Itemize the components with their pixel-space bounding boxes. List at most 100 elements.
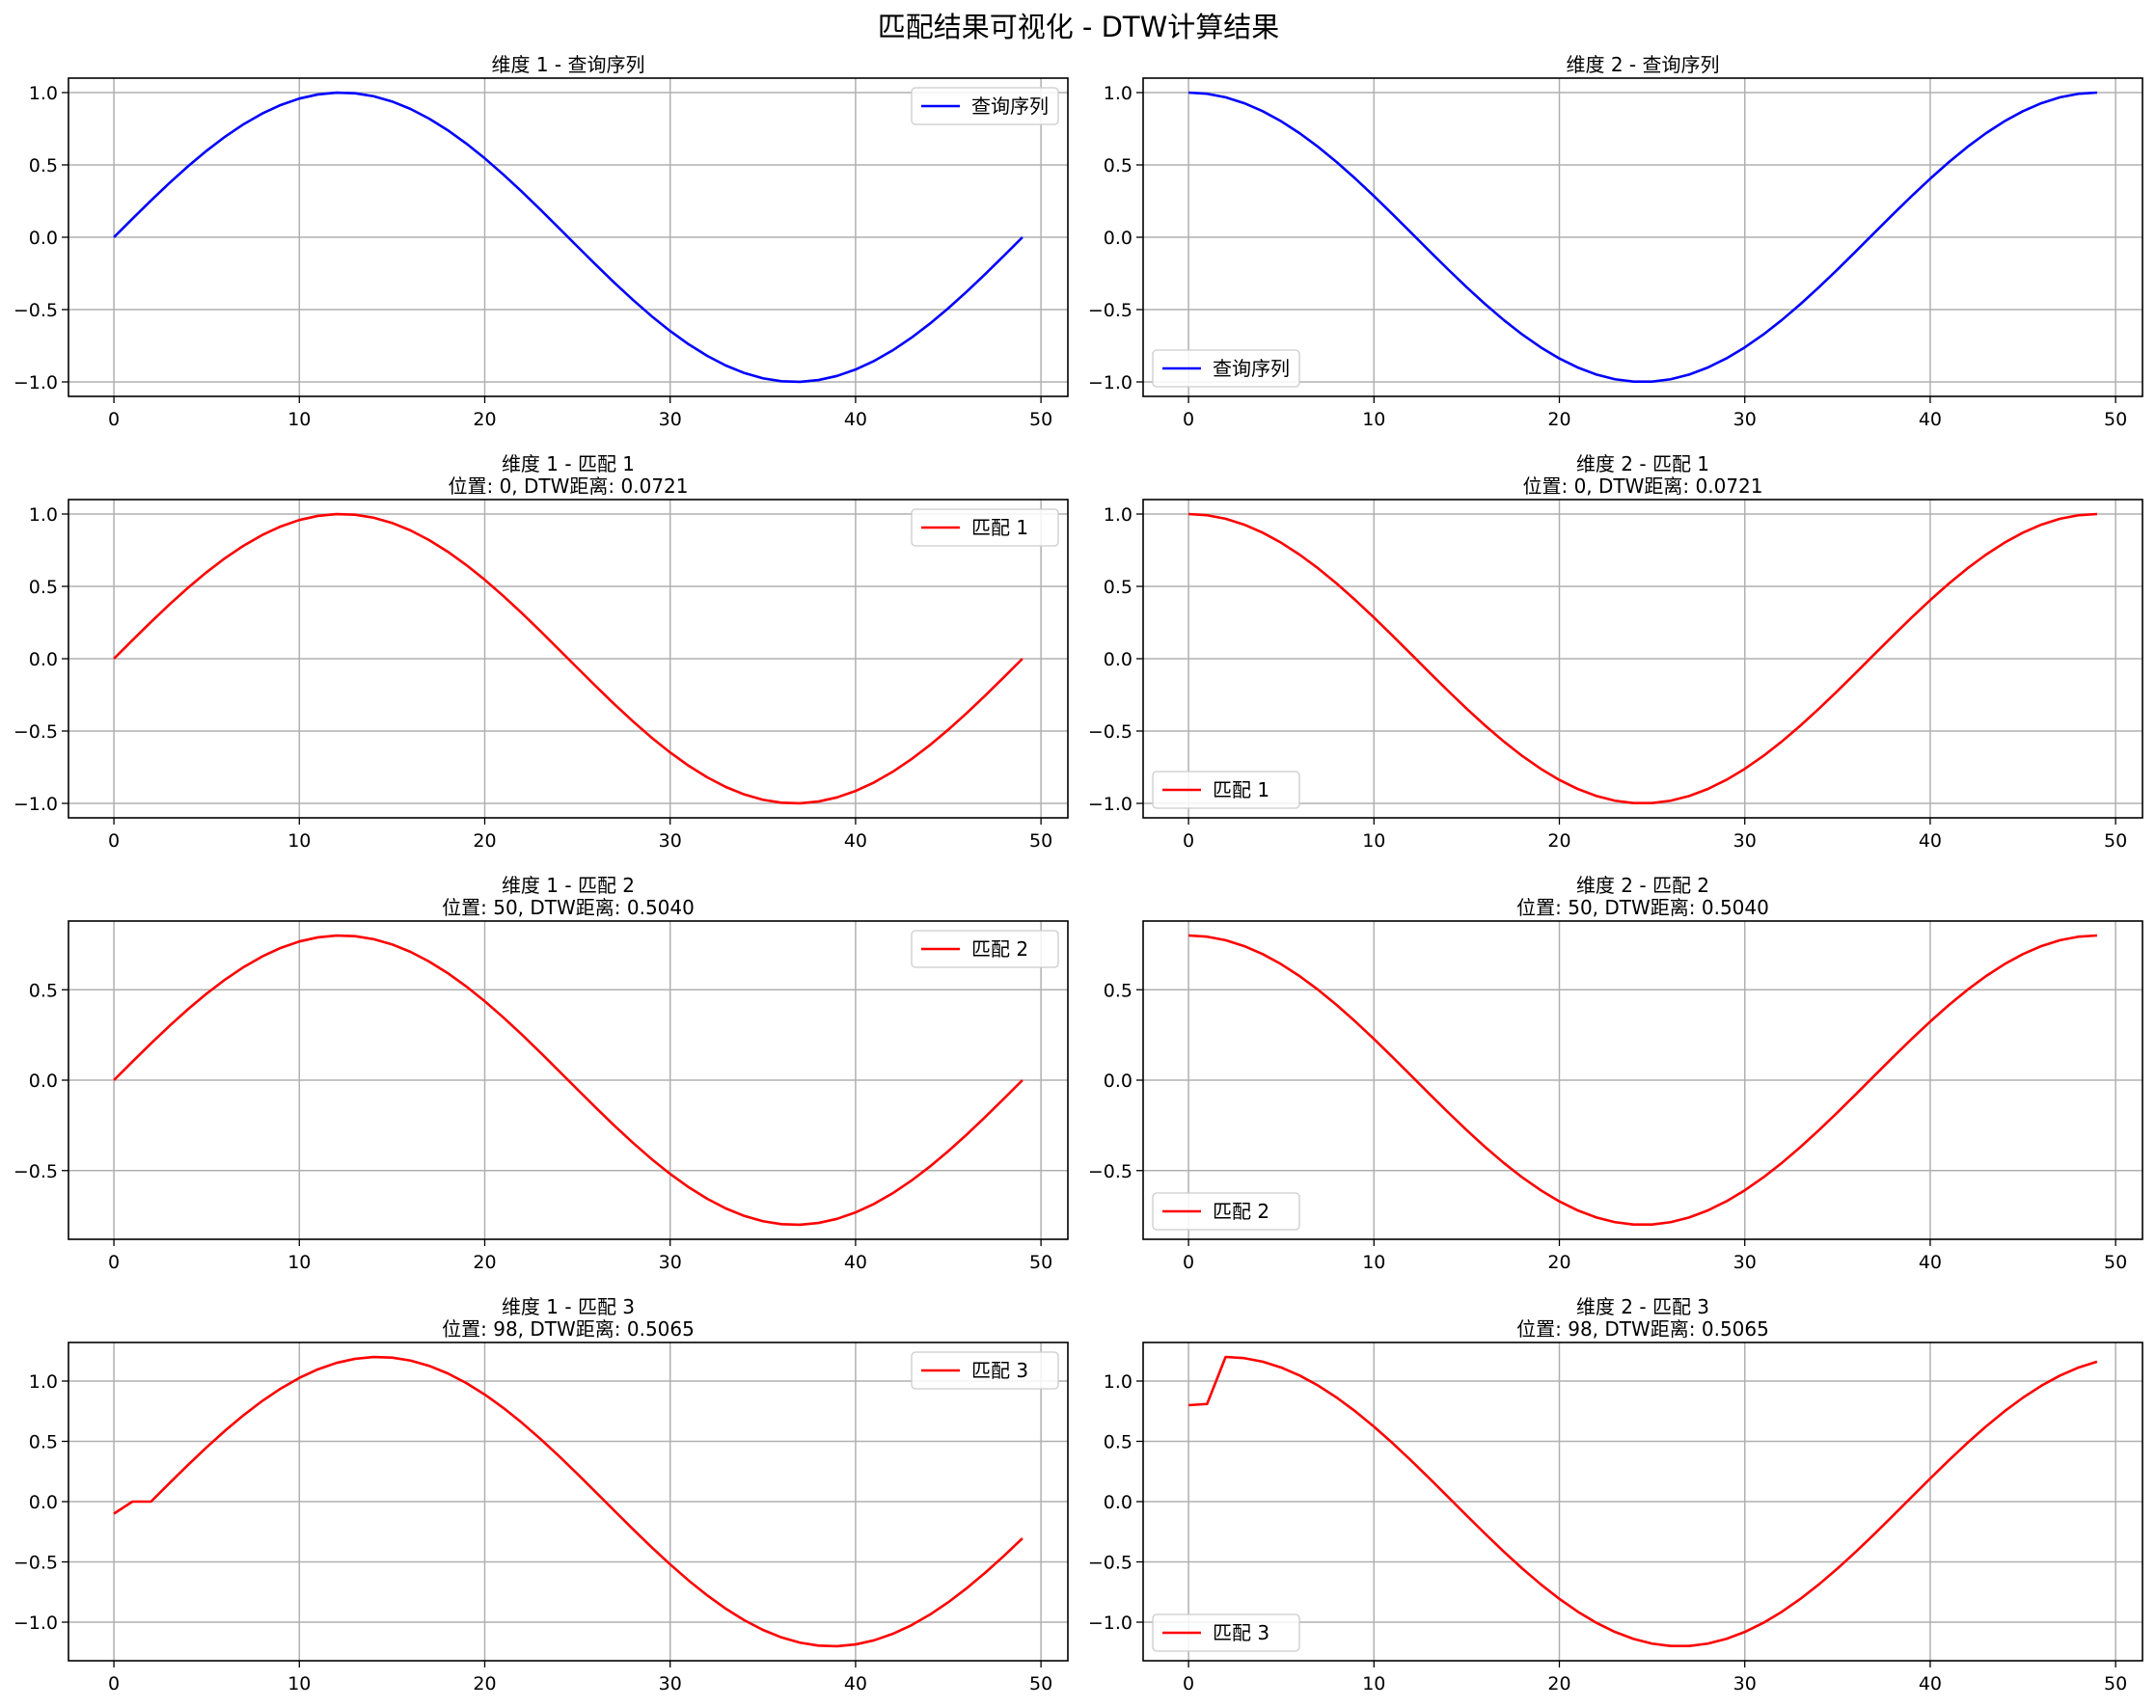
x-tick-label: 30: [1733, 1252, 1757, 1273]
y-tick-label: −0.5: [1088, 721, 1133, 743]
y-tick-label: −0.5: [14, 1553, 58, 1574]
x-tick-label: 30: [659, 409, 682, 430]
x-tick-label: 40: [844, 1252, 867, 1273]
subplot-8: 维度 2 - 匹配 3位置: 98, DTW距离: 0.5065 0 10 20 30 4…: [1088, 1295, 2143, 1694]
subplot-subtitle: 位置: 50, DTW距离: 0.5040: [442, 896, 695, 919]
subplot-title: 维度 2 - 查询序列: [1566, 53, 1719, 76]
y-tick-label: −0.5: [14, 300, 58, 321]
x-tick-label: 40: [844, 830, 867, 852]
x-tick-label: 20: [473, 830, 496, 852]
subplot-subtitle: 位置: 0, DTW距离: 0.0721: [1522, 474, 1762, 498]
y-tick-label: 0.5: [1104, 577, 1133, 598]
x-tick-label: 30: [1733, 409, 1757, 430]
legend-box: [911, 930, 1059, 968]
x-tick-label: 50: [2104, 1252, 2127, 1273]
x-tick-label: 10: [1362, 1673, 1385, 1694]
y-tick-label: 0.0: [1104, 228, 1133, 249]
y-tick-label: −1.0: [1088, 372, 1133, 393]
subplot-6: 维度 2 - 匹配 2位置: 50, DTW距离: 0.5040 0 10 20 30 4…: [1088, 874, 2143, 1273]
legend-box: [911, 87, 1059, 125]
y-tick-label: −1.0: [1088, 794, 1133, 815]
x-tick-label: 40: [1919, 1252, 1942, 1273]
legend: 匹配 1: [911, 508, 1059, 547]
legend: 匹配 3: [1152, 1613, 1300, 1652]
x-tick-label: 30: [659, 830, 682, 852]
x-tick-label: 10: [1362, 1252, 1385, 1273]
y-tick-label: 1.0: [29, 1371, 58, 1393]
x-tick-label: 50: [2104, 830, 2127, 852]
legend-label: 匹配 2: [971, 937, 1028, 961]
x-tick-label: 40: [1919, 1673, 1942, 1694]
series-line: [113, 934, 1023, 1227]
y-tick-label: −0.5: [14, 721, 58, 743]
subplot-title: 维度 1 - 匹配 2: [502, 874, 635, 897]
subplot-subtitle: 位置: 98, DTW距离: 0.5065: [442, 1317, 695, 1341]
y-tick-label: −1.0: [1088, 1613, 1133, 1634]
figure-title: 匹配结果可视化 - DTW计算结果: [878, 11, 1280, 43]
y-tick-label: 0.5: [29, 1432, 58, 1453]
subplot-5: 维度 1 - 匹配 2位置: 50, DTW距离: 0.5040 0 10 20 30 4…: [14, 874, 1069, 1273]
legend: 查询序列: [1152, 349, 1300, 388]
y-tick-label: 0.5: [29, 577, 58, 598]
series-line: [1188, 934, 2097, 1226]
subplot-7: 维度 1 - 匹配 3位置: 98, DTW距离: 0.5065 0 10 20 30 4…: [14, 1295, 1069, 1694]
x-tick-label: 20: [473, 409, 496, 430]
x-tick-label: 0: [1183, 1252, 1194, 1273]
legend-box: [911, 508, 1059, 547]
x-tick-label: 0: [108, 409, 120, 430]
x-tick-label: 10: [1362, 409, 1385, 430]
subplot-title: 维度 1 - 匹配 3: [502, 1295, 635, 1318]
y-tick-label: 0.0: [1104, 1071, 1133, 1092]
legend-box: [1152, 1192, 1300, 1231]
legend-label: 匹配 1: [1213, 778, 1269, 801]
legend-label: 查询序列: [1213, 357, 1290, 380]
y-tick-label: −1.0: [14, 372, 58, 393]
y-tick-label: 0.0: [1104, 1492, 1133, 1513]
y-tick-label: 0.5: [1104, 1432, 1133, 1453]
legend-label: 匹配 2: [1213, 1200, 1269, 1223]
y-tick-label: 1.0: [1104, 504, 1133, 526]
x-tick-label: 0: [1183, 409, 1194, 430]
x-tick-label: 20: [473, 1673, 496, 1694]
y-tick-label: 1.0: [1104, 83, 1133, 104]
y-tick-label: −1.0: [14, 794, 58, 815]
y-tick-label: −0.5: [1088, 1553, 1133, 1574]
y-tick-label: 0.5: [1104, 155, 1133, 176]
x-tick-label: 10: [287, 1252, 311, 1273]
x-tick-label: 30: [1733, 830, 1757, 852]
legend: 查询序列: [911, 87, 1059, 125]
subplot-title: 维度 2 - 匹配 2: [1576, 874, 1709, 897]
x-tick-label: 30: [1733, 1673, 1757, 1694]
subplot-2: 维度 2 - 查询序列 0 10 20 30 40 50 −1.0 −0.5 0.0 0.5 1.0 查…: [1088, 53, 2143, 430]
x-tick-label: 20: [1547, 830, 1570, 852]
series-line: [113, 1355, 1023, 1648]
y-tick-label: 0.0: [1104, 649, 1133, 670]
y-tick-label: 0.0: [29, 228, 58, 249]
x-tick-label: 0: [108, 830, 120, 852]
x-tick-label: 50: [1029, 409, 1052, 430]
legend-label: 查询序列: [971, 95, 1049, 118]
legend: 匹配 2: [1152, 1192, 1300, 1231]
legend-box: [1152, 349, 1300, 388]
y-tick-label: −1.0: [14, 1613, 58, 1634]
subplot-subtitle: 位置: 0, DTW距离: 0.0721: [448, 474, 688, 498]
legend-label: 匹配 3: [971, 1359, 1028, 1382]
subplot-subtitle: 位置: 98, DTW距离: 0.5065: [1516, 1317, 1769, 1341]
series-line: [1188, 512, 2097, 804]
subplot-subtitle: 位置: 50, DTW距离: 0.5040: [1516, 896, 1769, 919]
y-tick-label: 0.5: [29, 155, 58, 176]
x-tick-label: 50: [2104, 409, 2127, 430]
subplot-title: 维度 2 - 匹配 1: [1576, 452, 1709, 475]
y-tick-label: −0.5: [1088, 300, 1133, 321]
x-tick-label: 40: [844, 1673, 867, 1694]
x-tick-label: 30: [659, 1252, 682, 1273]
x-tick-label: 20: [1547, 409, 1570, 430]
y-tick-label: 1.0: [29, 83, 58, 104]
x-tick-label: 10: [287, 1673, 311, 1694]
y-tick-label: 0.0: [29, 1492, 58, 1513]
legend-box: [911, 1351, 1059, 1390]
x-tick-label: 0: [1183, 830, 1194, 852]
legend-box: [1152, 771, 1300, 809]
subplot-1: 维度 1 - 查询序列 0 10 20 30 40 50 −1.0 −0.5 0.0 0.5 1.0 查…: [14, 53, 1069, 430]
